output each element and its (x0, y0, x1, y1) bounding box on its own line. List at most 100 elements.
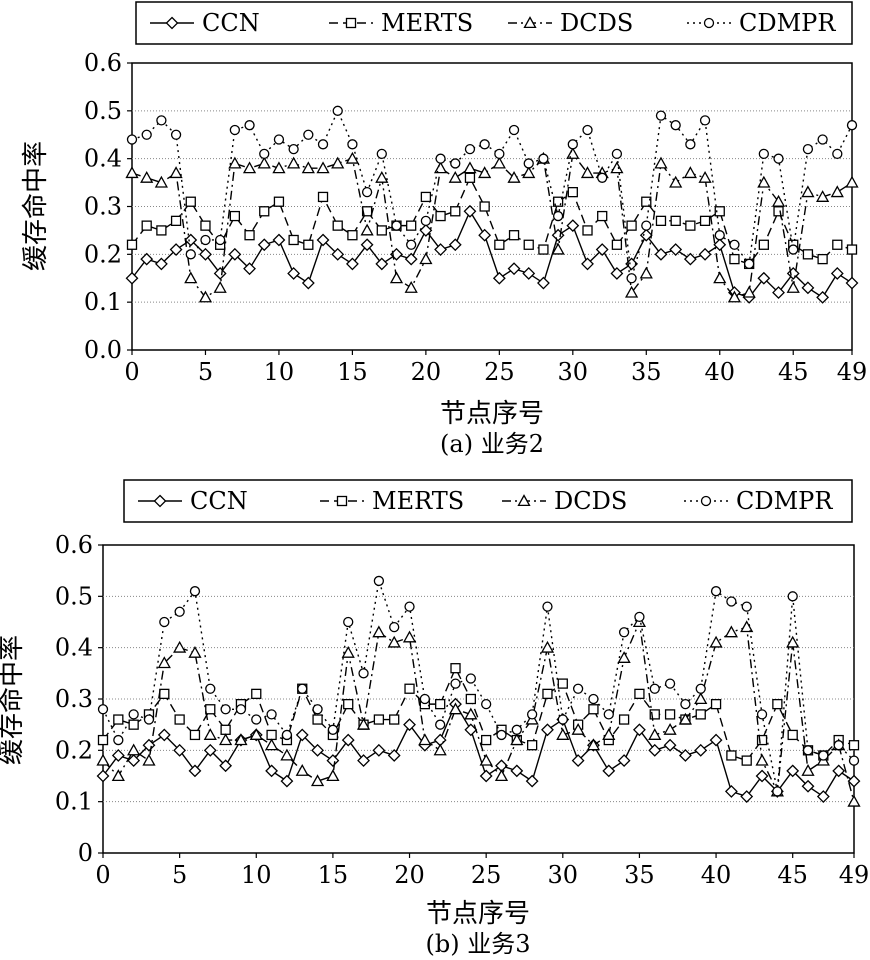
data-point-merts (567, 186, 578, 198)
data-point-cdmpr (695, 683, 706, 694)
data-point-merts (464, 172, 476, 183)
data-point-ccn (463, 204, 477, 218)
data-point-cdmpr (317, 139, 329, 150)
data-point-ccn (448, 238, 462, 252)
data-point-dcds (418, 733, 432, 746)
data-point-cdmpr (611, 148, 623, 160)
data-point-ccn (801, 779, 815, 793)
data-point-cdmpr (126, 134, 138, 145)
legend-label-ccn: CCN (202, 9, 260, 37)
data-point-ccn (341, 733, 355, 747)
data-point-dcds (310, 774, 325, 787)
data-point-ccn (786, 764, 800, 778)
data-point-dcds (96, 753, 110, 766)
data-point-dcds (331, 156, 345, 169)
data-point-cdmpr (229, 124, 241, 136)
data-point-cdmpr (756, 709, 768, 720)
data-point-cdmpr (818, 750, 829, 761)
data-point-cdmpr (343, 616, 354, 628)
data-point-merts (479, 201, 490, 212)
data-point-dcds (786, 635, 800, 648)
data-point-dcds (669, 175, 683, 188)
data-point-dcds (847, 794, 861, 807)
data-point-ccn (331, 247, 345, 261)
data-point-merts (699, 215, 711, 227)
data-point-dcds (173, 640, 187, 653)
data-point-merts (649, 709, 660, 720)
data-point-dcds (111, 769, 125, 782)
data-point-ccn (111, 749, 125, 762)
data-point-dcds (287, 156, 301, 169)
data-point-ccn (375, 257, 389, 271)
panel-caption: (b) 业务3 (426, 930, 531, 958)
data-point-cdmpr (626, 273, 637, 284)
data-point-cdmpr (741, 601, 752, 612)
data-point-dcds (264, 738, 279, 751)
data-point-dcds (698, 170, 712, 183)
data-point-dcds (742, 285, 756, 298)
data-point-cdmpr (450, 158, 461, 169)
data-point-merts (664, 709, 676, 720)
data-point-merts (557, 678, 568, 689)
data-point-dcds (755, 753, 769, 766)
data-point-dcds (360, 223, 374, 236)
x-tick-label: 10 (241, 861, 272, 889)
data-point-ccn (154, 257, 168, 271)
data-point-cdmpr (376, 148, 387, 160)
data-point-ccn (507, 262, 521, 276)
data-point-cdmpr (538, 153, 549, 164)
data-point-dcds (280, 748, 294, 761)
data-point-ccn (713, 238, 727, 252)
data-point-dcds (387, 635, 401, 648)
data-point-ccn (830, 267, 844, 280)
data-point-dcds (571, 722, 585, 735)
data-point-ccn (510, 764, 524, 778)
data-point-cdmpr (185, 249, 196, 260)
y-tick-label: 0.3 (55, 685, 93, 713)
data-point-dcds (786, 280, 800, 293)
data-point-merts (229, 210, 241, 222)
series-line-dcds (131, 152, 853, 299)
data-point-dcds (404, 280, 418, 293)
data-point-merts (189, 729, 201, 741)
data-point-dcds (301, 161, 315, 174)
y-tick-label: 0.1 (84, 288, 122, 316)
legend-label-dcds: DCDS (560, 9, 633, 37)
data-point-dcds (272, 161, 286, 174)
data-point-cdmpr (404, 601, 415, 612)
data-point-ccn (571, 754, 585, 768)
x-tick-label: 40 (704, 358, 735, 386)
data-point-dcds (639, 266, 653, 279)
data-point-cdmpr (141, 129, 152, 140)
data-point-merts (756, 734, 768, 746)
data-point-cdmpr (699, 115, 711, 126)
data-point-dcds (586, 738, 601, 751)
data-point-dcds (610, 161, 624, 174)
data-point-dcds (801, 185, 815, 198)
data-point-ccn (654, 247, 668, 261)
data-point-merts (494, 239, 505, 250)
data-point-cdmpr (743, 258, 755, 270)
x-tick-label: 15 (318, 861, 349, 889)
data-point-cdmpr (189, 586, 201, 597)
data-point-dcds (154, 175, 168, 188)
data-point-merts (846, 244, 858, 255)
data-point-dcds (463, 161, 477, 174)
data-point-merts (404, 683, 415, 694)
data-point-merts (634, 688, 645, 700)
data-point-dcds (125, 166, 139, 179)
data-point-merts (259, 206, 270, 217)
data-point-merts (244, 230, 255, 241)
data-point-cdmpr (848, 755, 860, 766)
data-point-cdmpr (481, 698, 492, 710)
data-point-dcds (566, 147, 580, 159)
data-point-cdmpr (215, 234, 226, 246)
data-point-merts (523, 239, 534, 250)
data-point-cdmpr (143, 714, 155, 725)
data-point-merts (802, 249, 814, 260)
data-point-ccn (633, 723, 646, 737)
data-point-cdmpr (817, 134, 828, 145)
data-point-ccn (173, 743, 187, 757)
data-point-cdmpr (435, 719, 446, 730)
data-point-ccn (434, 243, 447, 256)
